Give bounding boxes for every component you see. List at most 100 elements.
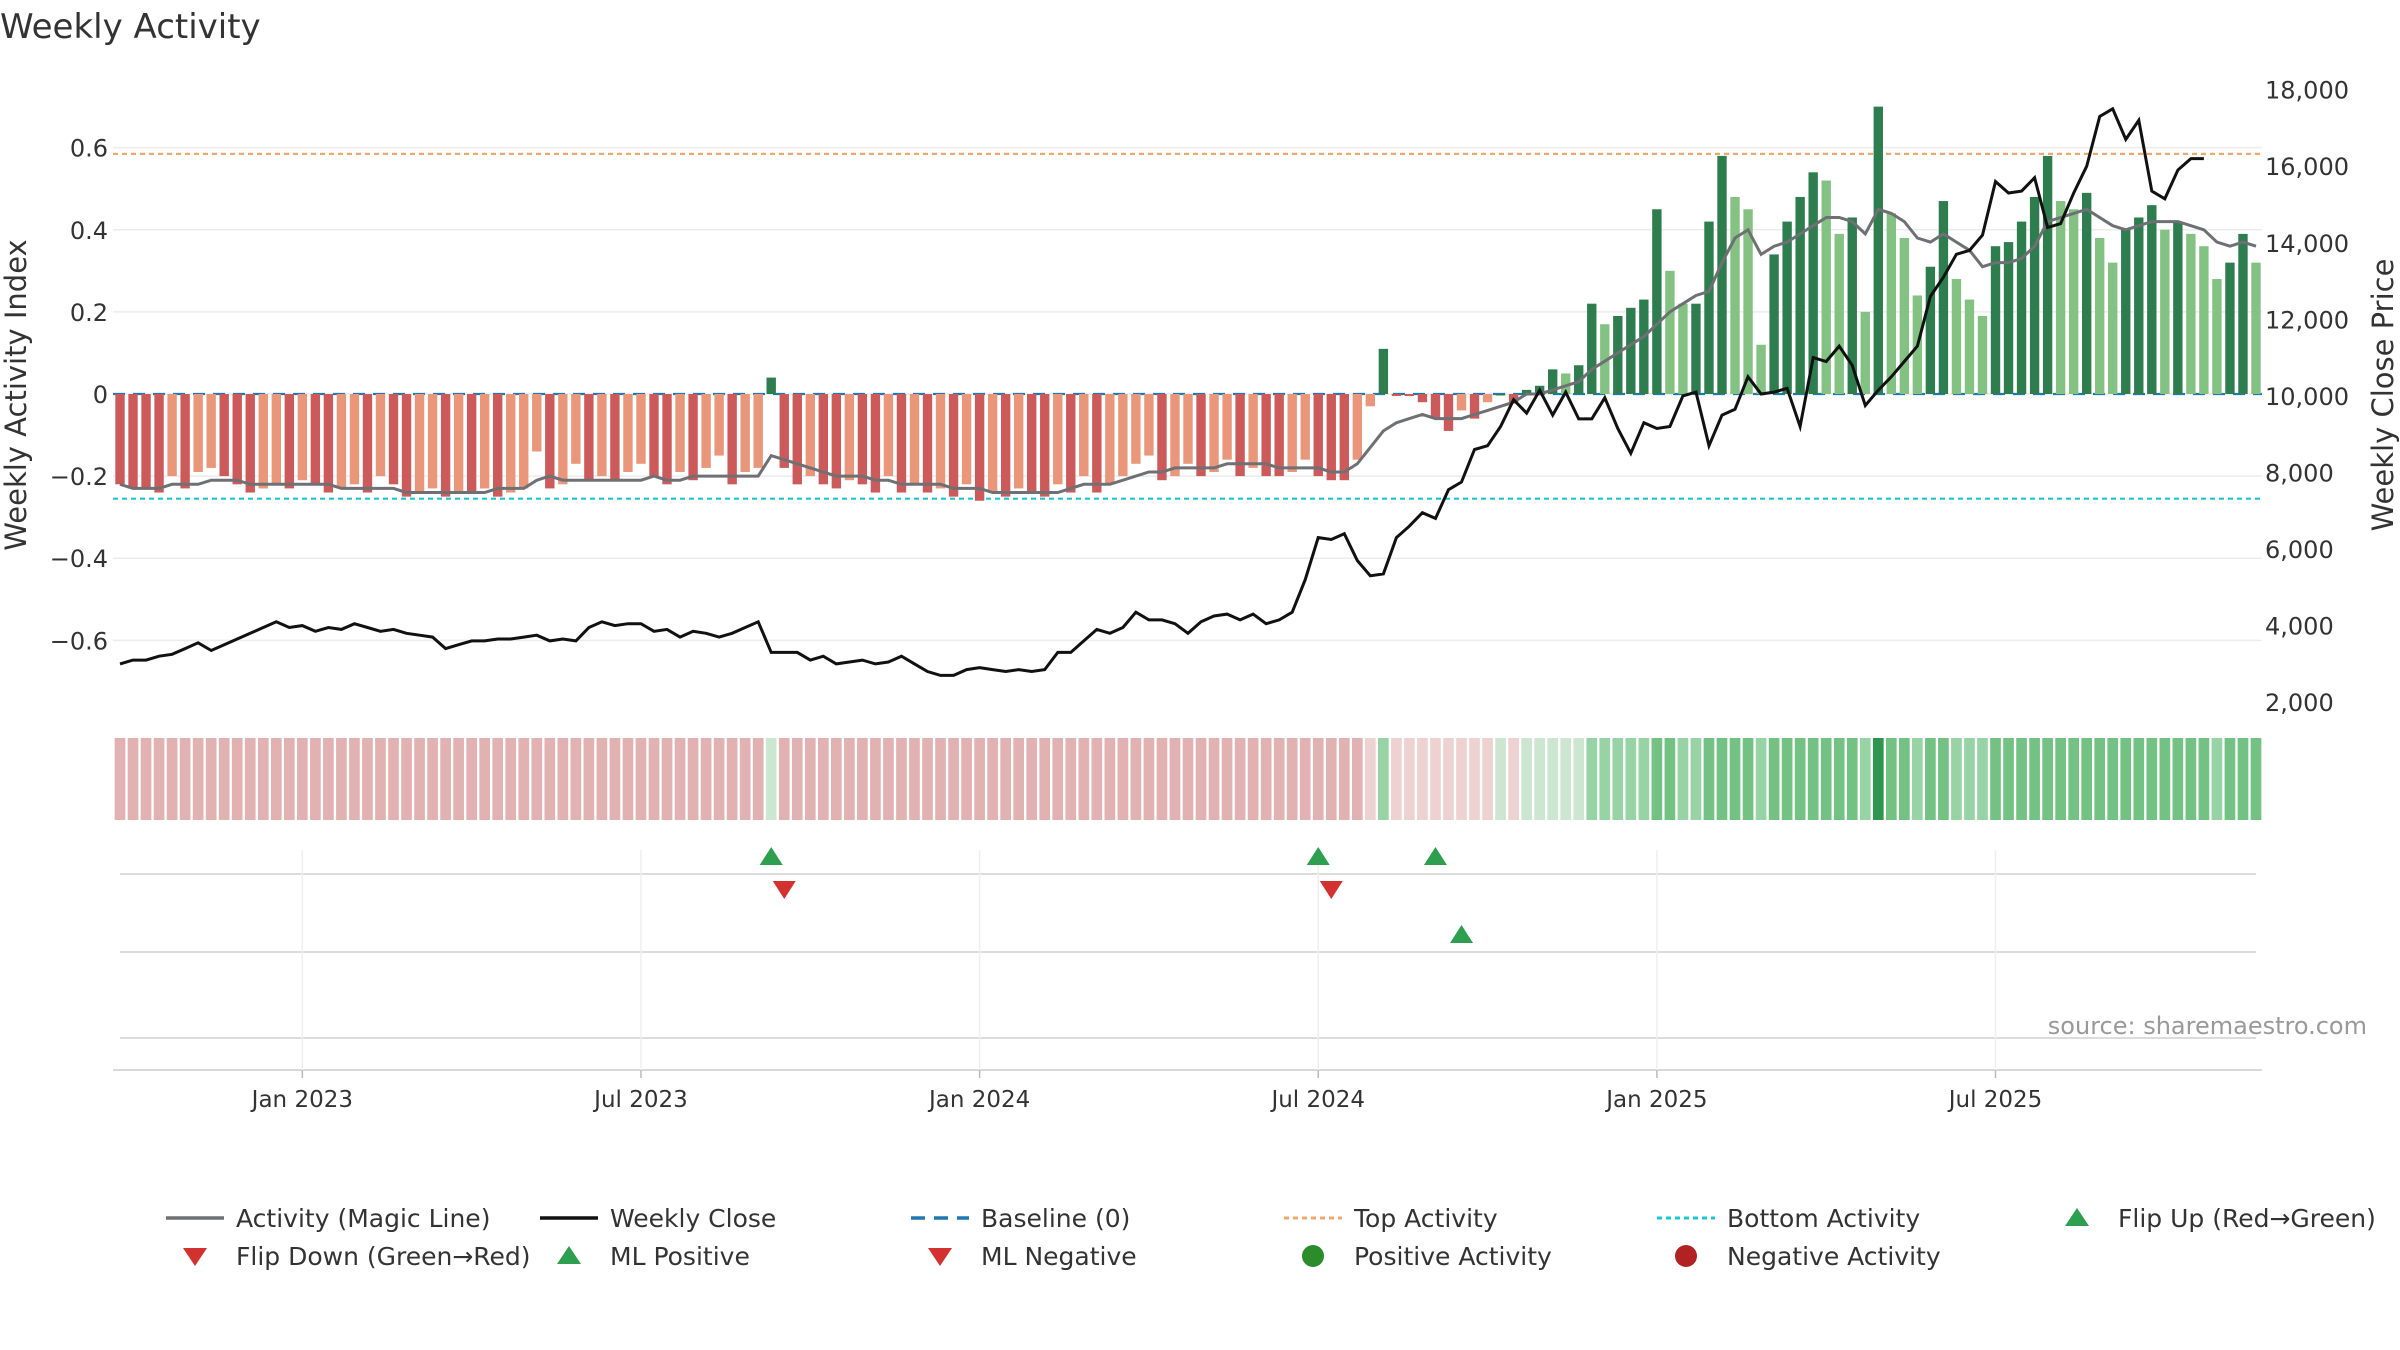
activity-strip-cell — [1833, 738, 1845, 820]
activity-bar — [141, 394, 151, 489]
activity-strip-cell — [1912, 738, 1923, 820]
activity-strip-cell — [323, 738, 334, 820]
legend-label: Negative Activity — [1727, 1242, 1941, 1271]
activity-strip-cell — [1273, 738, 1285, 820]
legend-label: Activity (Magic Line) — [236, 1204, 490, 1233]
activity-strip-cell — [1612, 738, 1624, 820]
activity-strip-cell — [1755, 738, 1767, 820]
activity-strip-cell — [1378, 738, 1389, 820]
chart-title: Weekly Activity — [0, 7, 261, 47]
activity-strip-cell — [218, 738, 230, 820]
legend-label: Baseline (0) — [981, 1204, 1130, 1233]
y-right-ticks: 18,000 16,000 14,000 12,000 10,000 8,000 6,000… — [2265, 77, 2349, 718]
y-left-tick-label: 0.2 — [70, 299, 108, 327]
activity-strip-cell — [778, 738, 790, 820]
activity-strip-cell — [1820, 738, 1832, 820]
activity-bar — [1730, 196, 1740, 394]
x-tick-label: Jan 2025 — [1604, 1087, 1707, 1113]
activity-strip-cell — [1573, 738, 1585, 820]
activity-strip-cell — [1312, 738, 1324, 820]
activity-bar — [1938, 201, 1949, 394]
activity-strip-cell — [1872, 738, 1884, 820]
y-right-tick-label: 4,000 — [2265, 613, 2334, 641]
activity-bar — [1365, 394, 1376, 407]
activity-bar — [1808, 172, 1818, 394]
activity-bar — [440, 394, 451, 497]
activity-bar — [1626, 307, 1636, 394]
activity-strip-cell — [466, 738, 477, 820]
activity-bar — [506, 394, 516, 493]
y-axis-right-label: Weekly Close Price — [2366, 259, 2400, 532]
activity-bar — [323, 394, 334, 493]
activity-bar — [2147, 205, 2157, 394]
activity-strip-cell — [674, 738, 686, 820]
x-tick-label: Jan 2024 — [927, 1087, 1030, 1113]
activity-bar — [1834, 233, 1844, 394]
activity-strip-cell — [1990, 738, 2001, 820]
activity-strip-cell — [2107, 738, 2119, 820]
activity-strip-cell — [987, 738, 998, 820]
activity-strip-cell — [2224, 738, 2236, 820]
legend-label: Positive Activity — [1354, 1242, 1552, 1271]
activity-bar — [1704, 221, 1714, 394]
activity-strip-cell — [1208, 738, 1220, 820]
activity-strip-cell — [1885, 738, 1897, 820]
activity-strip-cell — [1534, 738, 1545, 820]
legend-swatch — [1302, 1245, 1324, 1267]
activity-strip-cell — [205, 738, 217, 820]
activity-strip-cell — [1430, 738, 1441, 820]
activity-bar — [1027, 394, 1037, 493]
activity-bar — [688, 394, 698, 481]
x-axis: Jan 2023 Jul 2023 Jan 2024 Jul 2024 Jan 2025… — [250, 1070, 2043, 1113]
activity-strip-cell — [700, 738, 712, 820]
series-lines — [119, 106, 2257, 677]
activity-bar — [740, 394, 750, 472]
activity-bar — [1092, 394, 1102, 493]
activity-strip-cell — [414, 738, 425, 820]
activity-bar — [857, 394, 868, 485]
activity-strip-cell — [283, 738, 295, 820]
activity-strip-cell — [479, 738, 491, 820]
activity-strip-cell — [1899, 738, 1910, 820]
activity-strip-cell — [244, 738, 256, 820]
activity-strip-cell — [596, 738, 608, 820]
activity-bars — [115, 106, 2261, 501]
legend: Activity (Magic Line) Weekly Close Baselin… — [166, 1204, 2376, 1271]
activity-strip-cell — [1716, 738, 1728, 820]
activity-bar — [167, 394, 177, 477]
legend-swatch — [928, 1248, 952, 1266]
activity-bar — [1860, 311, 1870, 394]
legend-label: Weekly Close — [610, 1204, 776, 1233]
activity-bar — [779, 394, 789, 468]
activity-bar — [1235, 394, 1245, 477]
activity-bar — [2003, 242, 2014, 394]
activity-bar — [2121, 229, 2131, 394]
activity-bar — [1495, 394, 1506, 396]
x-tick-label: Jul 2025 — [1947, 1087, 2043, 1113]
legend-label: ML Negative — [981, 1242, 1137, 1271]
activity-strip-cell — [1351, 738, 1363, 820]
activity-bar — [1222, 394, 1232, 460]
activity-bar — [1964, 299, 1975, 394]
activity-bar — [297, 394, 308, 481]
y-right-tick-label: 6,000 — [2265, 536, 2334, 564]
activity-strip-cell — [870, 738, 881, 820]
y-right-tick-label: 10,000 — [2265, 383, 2349, 411]
activity-strip-cell — [1651, 738, 1663, 820]
activity-bar — [1717, 155, 1727, 394]
activity-strip-cell — [1495, 738, 1506, 820]
activity-strip-cell — [1039, 738, 1051, 820]
activity-bar — [1521, 389, 1532, 394]
legend-swatch — [1675, 1245, 1697, 1267]
activity-bar — [1079, 394, 1089, 477]
activity-bar — [2238, 233, 2248, 394]
activity-strip-cell — [1677, 738, 1689, 820]
legend-swatch — [557, 1246, 581, 1264]
activity-bar — [115, 394, 125, 485]
activity-strip-cell — [1456, 738, 1467, 820]
activity-bar — [701, 394, 711, 468]
activity-bar — [1782, 221, 1792, 394]
y-left-ticks: 0.6 0.4 0.2 0 −0.2 −0.4 −0.6 — [50, 135, 108, 656]
activity-bar — [2160, 229, 2170, 394]
flip-up-marker — [1450, 925, 1474, 943]
